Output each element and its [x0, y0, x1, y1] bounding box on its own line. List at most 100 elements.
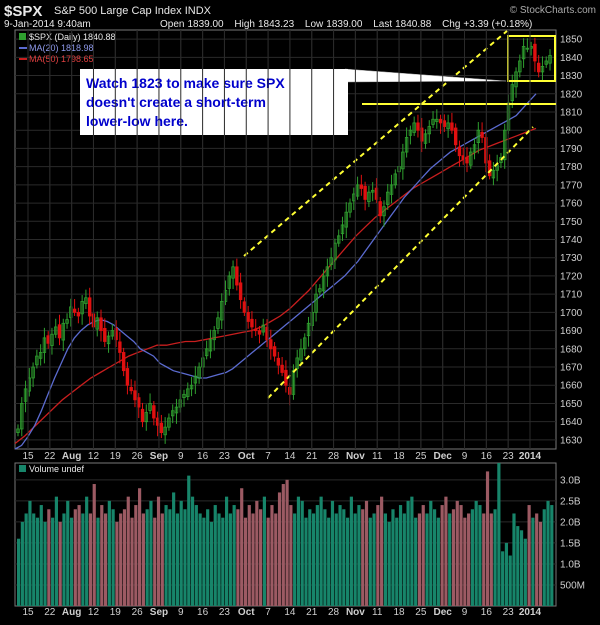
candle-body — [186, 388, 190, 397]
volume-bar — [77, 505, 81, 606]
volume-bar — [542, 509, 546, 606]
candle-body — [499, 157, 503, 164]
price-tick-label: 1810 — [560, 107, 583, 118]
x-tick-label: 22 — [44, 451, 56, 462]
volume-bar — [425, 513, 429, 606]
candle-body — [321, 275, 326, 292]
volume-tick-label: 2.5B — [560, 496, 581, 507]
volume-bar — [122, 509, 127, 606]
volume-bar — [508, 555, 512, 606]
volume-bar — [504, 542, 509, 606]
volume-bar — [32, 513, 36, 606]
watermark: © StockCharts.com — [510, 5, 596, 16]
candle-body — [514, 71, 518, 88]
volume-bar — [421, 505, 425, 606]
volume-bar — [361, 509, 365, 606]
legend-ma50: MA(50) 1798.65 — [29, 54, 94, 64]
candle-body — [472, 144, 477, 153]
volume-bar — [209, 521, 214, 606]
volume-bar — [164, 505, 168, 606]
candle-body — [295, 357, 299, 369]
candle-body — [170, 410, 175, 417]
candle-body — [548, 55, 552, 64]
candle-body — [125, 368, 130, 386]
candle-body — [46, 335, 50, 344]
volume-bar — [213, 505, 217, 606]
volume-bar — [187, 475, 191, 606]
volume-bar — [251, 513, 255, 606]
candle-body — [318, 288, 322, 293]
candle-body — [216, 317, 220, 329]
candle-body — [242, 301, 247, 313]
x-tick-label: 22 — [44, 607, 56, 618]
volume-bar — [81, 513, 85, 606]
volume-bar — [327, 517, 331, 606]
volume-bar — [546, 500, 550, 606]
candle-body — [174, 406, 179, 414]
volume-bar — [444, 496, 448, 606]
candle-body — [137, 397, 141, 408]
legend-ma20: MA(20) 1818.98 — [29, 43, 94, 53]
candle-body — [280, 364, 284, 373]
candle-body — [38, 352, 43, 359]
volume-bar — [349, 496, 353, 606]
candle-body — [54, 326, 58, 335]
price-tick-label: 1660 — [560, 381, 583, 392]
candle-body — [250, 318, 254, 328]
candle-body — [363, 185, 367, 200]
volume-bar — [531, 517, 535, 606]
candle-body — [404, 137, 409, 153]
volume-bar — [467, 513, 471, 606]
volume-bar — [103, 513, 108, 606]
volume-tick-label: 1.5B — [560, 538, 581, 549]
volume-bar — [247, 505, 251, 606]
volume-bar — [270, 505, 274, 606]
volume-bar — [319, 496, 323, 606]
x-tick-label: 11 — [372, 451, 383, 462]
volume-bar — [391, 509, 395, 606]
candle-body — [423, 133, 428, 144]
volume-axis: 3.0B 2.5B 2.0B 1.5B 1.0B 500M — [560, 475, 585, 591]
volume-bar — [334, 513, 338, 606]
volume-bars — [17, 463, 554, 606]
volume-bar — [202, 517, 206, 606]
volume-bar — [28, 500, 32, 606]
volume-bar — [342, 509, 346, 606]
candle-body — [521, 45, 526, 60]
price-tick-label: 1630 — [560, 435, 583, 446]
candle-body — [325, 266, 330, 277]
volume-bar — [527, 505, 531, 606]
candle-body — [544, 60, 548, 65]
volume-bar — [274, 513, 278, 606]
candle-body — [193, 375, 198, 384]
candle-body — [303, 337, 307, 350]
volume-bar — [357, 505, 361, 606]
candle-body — [314, 293, 318, 313]
candle-body — [382, 206, 386, 217]
volume-bar — [232, 505, 236, 606]
price-tick-label: 1650 — [560, 399, 583, 410]
candle-body — [238, 282, 243, 301]
x-tick-label: 18 — [393, 451, 405, 462]
volume-bar — [538, 521, 543, 606]
candle-body — [536, 62, 541, 73]
volume-bar — [145, 509, 149, 606]
ma50-path — [14, 127, 537, 445]
volume-bar — [451, 509, 456, 606]
candle-body — [374, 187, 379, 200]
x-tick-label: 9 — [462, 607, 468, 618]
candle-body — [329, 257, 333, 266]
x-tick-label: 11 — [372, 607, 383, 618]
candle-body — [491, 169, 496, 179]
x-tick-label: 12 — [88, 451, 100, 462]
volume-bar — [485, 471, 490, 606]
volume-bar — [417, 513, 422, 606]
candle-body — [227, 275, 231, 289]
volume-bar — [243, 517, 248, 606]
volume-bar — [190, 496, 195, 606]
candle-body — [246, 311, 250, 322]
x-tick-label: 16 — [481, 607, 493, 618]
volume-bar — [315, 505, 319, 606]
candle-body — [23, 388, 28, 402]
volume-bar — [228, 513, 232, 606]
